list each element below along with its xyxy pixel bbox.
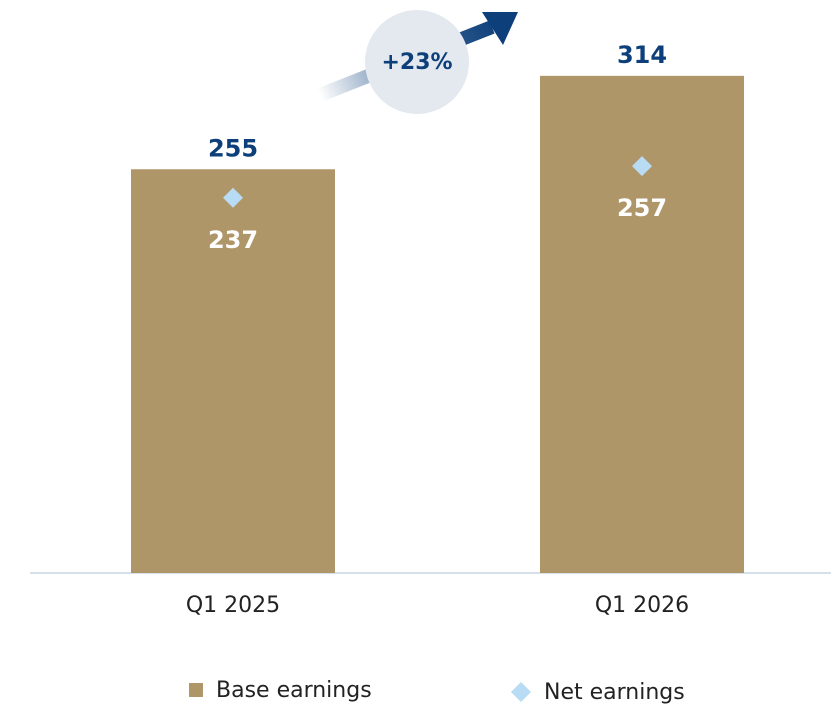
x-tick-label: Q1 2025 [186,593,280,618]
legend-swatch [511,682,531,702]
bar-value-label: 255 [208,134,258,162]
net-value-label: 237 [208,226,258,254]
net-marker [632,156,652,177]
net-value-label: 257 [617,194,667,222]
x-tick-label: Q1 2026 [595,593,689,618]
annotation-bubble [365,10,469,114]
bar [540,75,744,573]
bar-value-label: 314 [617,41,667,69]
legend-label: Net earnings [544,680,685,704]
annotation: +23% [381,50,452,75]
net-marker [223,187,243,208]
bar [131,169,335,573]
legend-swatch [189,683,203,697]
legend-label: Base earnings [216,678,372,703]
